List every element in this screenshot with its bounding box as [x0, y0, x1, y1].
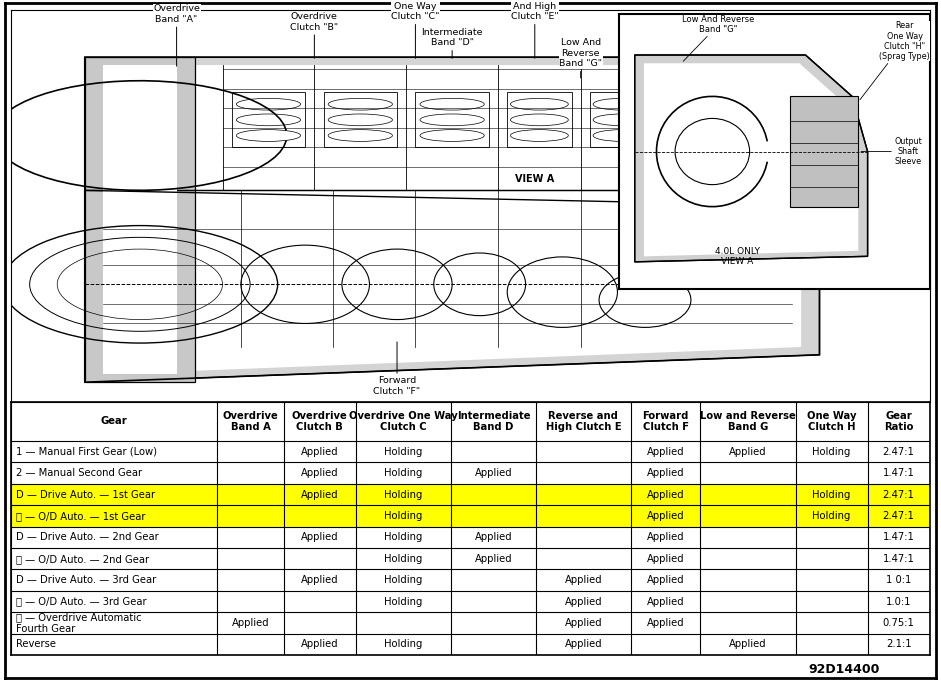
Text: Reverse: Reverse: [16, 639, 56, 650]
Polygon shape: [644, 63, 858, 256]
Text: ⓓ — Overdrive Automatic
Fourth Gear: ⓓ — Overdrive Automatic Fourth Gear: [16, 612, 141, 634]
Bar: [324, 93, 397, 147]
Text: 1.47:1: 1.47:1: [883, 533, 915, 542]
Text: Forward
Clutch F: Forward Clutch F: [643, 411, 689, 432]
Text: 2.1:1: 2.1:1: [885, 639, 912, 650]
Text: 1 0:1: 1 0:1: [885, 575, 911, 585]
Text: Low And Reverse
Band "G": Low And Reverse Band "G": [682, 15, 755, 61]
Bar: [789, 97, 858, 207]
Polygon shape: [85, 57, 820, 382]
Bar: [11, 505, 930, 526]
Text: Applied: Applied: [231, 618, 269, 628]
Text: Holding: Holding: [384, 447, 423, 457]
Text: Applied: Applied: [565, 618, 602, 628]
Text: Overdrive
Band "A": Overdrive Band "A": [153, 5, 200, 66]
Text: Applied: Applied: [646, 533, 684, 542]
Text: 2.47:1: 2.47:1: [883, 447, 915, 457]
Text: Gear
Ratio: Gear Ratio: [884, 411, 914, 432]
Bar: [11, 484, 930, 505]
Text: Holding: Holding: [384, 597, 423, 607]
Text: Applied: Applied: [474, 533, 512, 542]
Text: 1.0:1: 1.0:1: [885, 597, 912, 607]
Text: Applied: Applied: [646, 597, 684, 607]
Bar: [590, 93, 654, 147]
Text: Applied: Applied: [301, 533, 339, 542]
Text: 2.47:1: 2.47:1: [883, 511, 915, 521]
Text: Low And
Reverse
Band "G": Low And Reverse Band "G": [559, 38, 602, 78]
Text: Applied: Applied: [646, 511, 684, 521]
Text: 4.0L ONLY
VIEW A: 4.0L ONLY VIEW A: [714, 247, 759, 266]
Text: Overdrive
Band A: Overdrive Band A: [223, 411, 279, 432]
Text: Rear
One Way
Clutch "H"
(Sprag Type): Rear One Way Clutch "H" (Sprag Type): [860, 21, 931, 99]
Text: Holding: Holding: [384, 490, 423, 500]
Text: Applied: Applied: [646, 468, 684, 478]
Text: ⓓ — O/D Auto. — 3rd Gear: ⓓ — O/D Auto. — 3rd Gear: [16, 597, 147, 607]
Text: ⓓ — O/D Auto. — 1st Gear: ⓓ — O/D Auto. — 1st Gear: [16, 511, 145, 521]
Bar: [231, 93, 305, 147]
Text: Applied: Applied: [729, 639, 767, 650]
Text: Applied: Applied: [301, 468, 339, 478]
Text: Overdrive
Clutch B: Overdrive Clutch B: [292, 411, 347, 432]
Text: Overdrive
One Way
Clutch "C": Overdrive One Way Clutch "C": [391, 0, 439, 59]
Text: Applied: Applied: [565, 639, 602, 650]
Text: Holding: Holding: [384, 639, 423, 650]
Text: Applied: Applied: [646, 618, 684, 628]
Text: Rear
One Way
Clutch "H": Rear One Way Clutch "H": [684, 223, 789, 283]
Text: ⓓ — O/D Auto. — 2nd Gear: ⓓ — O/D Auto. — 2nd Gear: [16, 554, 149, 564]
Text: Forward
Clutch "F": Forward Clutch "F": [374, 342, 421, 396]
Text: Holding: Holding: [384, 468, 423, 478]
Text: Intermediate
Band "D": Intermediate Band "D": [422, 28, 483, 59]
Text: Applied: Applied: [565, 597, 602, 607]
Text: One Way
Clutch H: One Way Clutch H: [806, 411, 856, 432]
Text: 0.75:1: 0.75:1: [883, 618, 915, 628]
Polygon shape: [85, 57, 195, 382]
Text: VIEW A: VIEW A: [515, 174, 554, 184]
Text: Reverse and
High Clutch E: Reverse and High Clutch E: [546, 411, 621, 432]
Text: Applied: Applied: [646, 447, 684, 457]
Text: Intermediate
Band D: Intermediate Band D: [456, 411, 530, 432]
Text: Applied: Applied: [646, 490, 684, 500]
Text: Applied: Applied: [301, 575, 339, 585]
Text: Applied: Applied: [474, 554, 512, 564]
Text: Applied: Applied: [646, 575, 684, 585]
Text: Applied: Applied: [729, 447, 767, 457]
Text: Holding: Holding: [812, 490, 851, 500]
Text: Applied: Applied: [565, 575, 602, 585]
Text: Holding: Holding: [384, 533, 423, 542]
Text: Low and Reverse
Band G: Low and Reverse Band G: [700, 411, 796, 432]
Text: Applied: Applied: [301, 639, 339, 650]
Text: Applied: Applied: [474, 468, 512, 478]
Text: Gear: Gear: [101, 416, 128, 426]
Text: Holding: Holding: [812, 447, 851, 457]
Text: 1 — Manual First Gear (Low): 1 — Manual First Gear (Low): [16, 447, 157, 457]
Text: Holding: Holding: [384, 511, 423, 521]
Text: Output
Shaft
Sleeve: Output Shaft Sleeve: [861, 137, 922, 166]
Text: 92D14400: 92D14400: [808, 663, 880, 676]
Text: Overdrive One Way
Clutch C: Overdrive One Way Clutch C: [349, 411, 458, 432]
Text: 2.47:1: 2.47:1: [883, 490, 915, 500]
Text: Reverse
And High
Clutch "E": Reverse And High Clutch "E": [511, 0, 559, 59]
Polygon shape: [104, 65, 177, 375]
Text: Applied: Applied: [646, 554, 684, 564]
Text: 2 — Manual Second Gear: 2 — Manual Second Gear: [16, 468, 142, 478]
Text: Applied: Applied: [301, 490, 339, 500]
Text: Holding: Holding: [812, 511, 851, 521]
Text: Applied: Applied: [301, 447, 339, 457]
Text: 1.47:1: 1.47:1: [883, 468, 915, 478]
Polygon shape: [634, 55, 868, 262]
Text: Holding: Holding: [384, 554, 423, 564]
Text: Overdrive
Clutch "B": Overdrive Clutch "B": [291, 12, 339, 59]
Bar: [415, 93, 489, 147]
Polygon shape: [104, 65, 801, 375]
Bar: [507, 93, 571, 147]
Text: D — Drive Auto. — 1st Gear: D — Drive Auto. — 1st Gear: [16, 490, 155, 500]
Text: 1.47:1: 1.47:1: [883, 554, 915, 564]
Text: D — Drive Auto. — 2nd Gear: D — Drive Auto. — 2nd Gear: [16, 533, 159, 542]
Text: D — Drive Auto. — 3rd Gear: D — Drive Auto. — 3rd Gear: [16, 575, 156, 585]
Text: Holding: Holding: [384, 575, 423, 585]
